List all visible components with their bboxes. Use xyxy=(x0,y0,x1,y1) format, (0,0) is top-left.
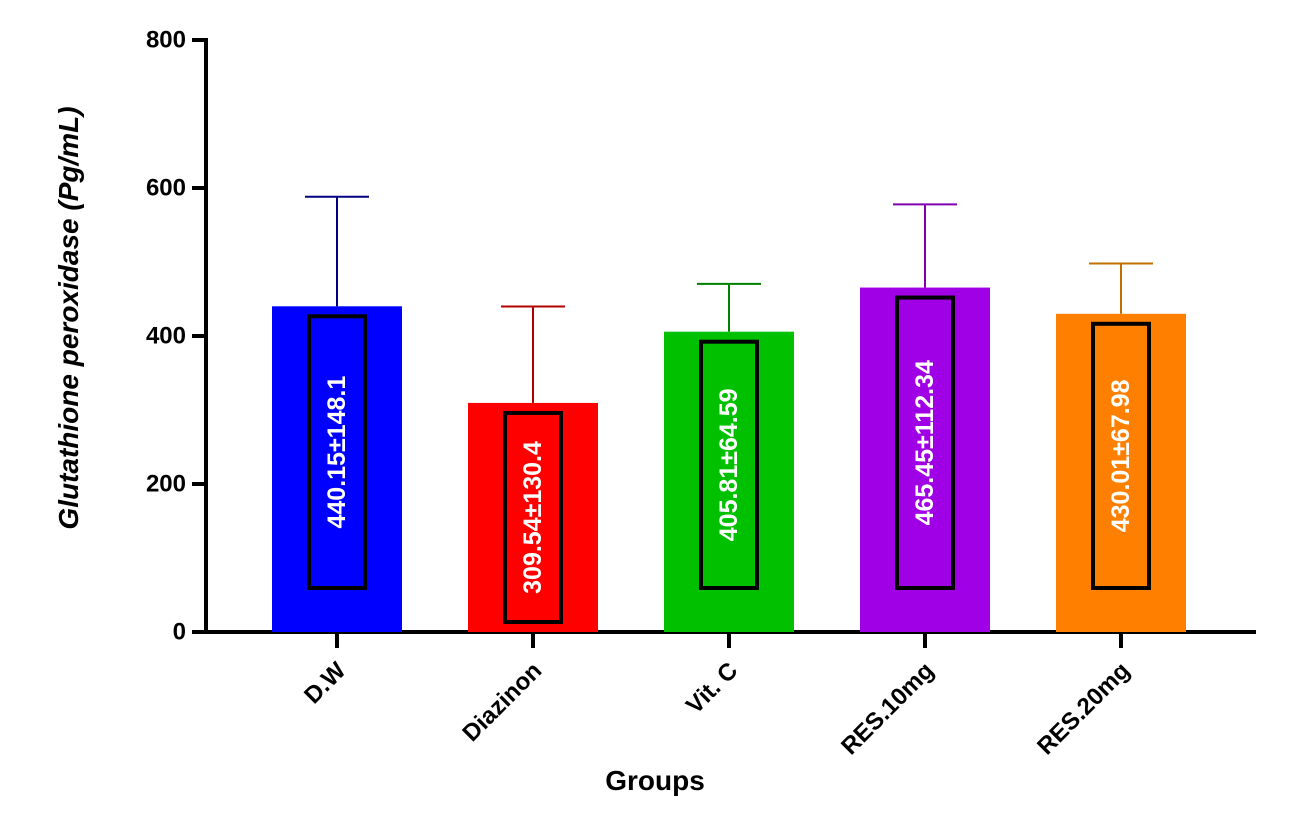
y-axis-title: Glutathione peroxidase (Pg/mL) xyxy=(53,106,84,529)
value-label: 430.01±67.98 xyxy=(1107,379,1135,532)
value-label-box xyxy=(1091,321,1151,590)
y-tick-label: 200 xyxy=(146,471,186,498)
y-axis: 0 200 400 600 800 xyxy=(146,27,208,646)
bar xyxy=(1056,313,1186,632)
x-tick-label: RES.10mg xyxy=(836,657,939,760)
x-axis-title: Groups xyxy=(605,765,705,796)
y-tick-label: 400 xyxy=(146,323,186,350)
bar xyxy=(860,287,990,632)
y-tick-label: 0 xyxy=(173,619,186,646)
value-label-box xyxy=(895,295,955,590)
value-label-box xyxy=(503,410,563,624)
value-label-box xyxy=(699,339,759,590)
bar xyxy=(664,331,794,632)
x-tick-label: D.W xyxy=(299,657,351,709)
bar xyxy=(272,306,402,632)
value-label: 465.45±112.34 xyxy=(911,360,939,525)
y-tick-label: 800 xyxy=(146,27,186,54)
x-tick-label: Diazinon xyxy=(457,657,547,747)
bars: 440.15±148.1 309.54±130.4 405.81±64.59 465.… xyxy=(272,195,1186,632)
bar xyxy=(468,402,598,632)
x-tick-label: Vit. C xyxy=(681,657,743,719)
x-tick-label: RES.20mg xyxy=(1032,657,1135,760)
x-axis: D.W Diazinon Vit. C RES.10mg RES.20mg xyxy=(204,630,1256,760)
value-label-box xyxy=(307,314,367,590)
value-label: 440.15±148.1 xyxy=(323,376,351,529)
y-tick-label: 600 xyxy=(146,175,186,202)
value-label: 405.81±64.59 xyxy=(715,388,743,541)
value-label: 309.54±130.4 xyxy=(519,441,547,594)
